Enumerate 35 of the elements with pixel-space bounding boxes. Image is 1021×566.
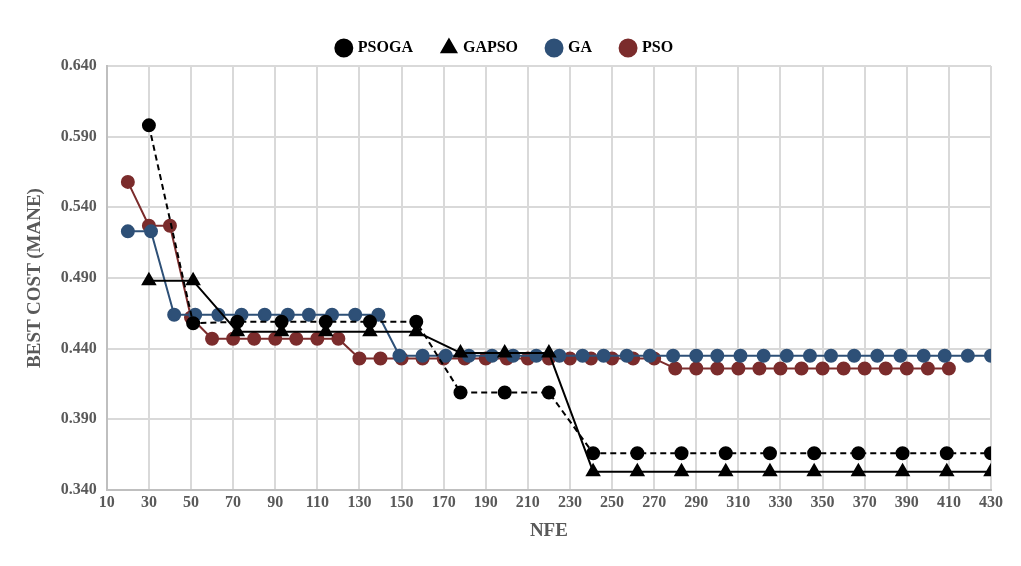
x-tick-label: 110	[305, 492, 329, 510]
x-tick-label: 70	[225, 492, 242, 510]
y-tick-label: 0.640	[60, 56, 97, 74]
legend-label: GA	[568, 38, 593, 56]
y-axis-title: BEST COST (MANE)	[23, 188, 46, 368]
y-tick-label: 0.590	[60, 126, 97, 144]
x-tick-label: 10	[98, 492, 115, 510]
legend-label: PSO	[642, 38, 674, 56]
x-tick-label: 250	[600, 492, 625, 510]
y-tick-label: 0.490	[60, 268, 97, 286]
legend-label: PSOGA	[357, 38, 414, 56]
y-tick-label: 0.390	[60, 409, 97, 427]
x-axis-title: NFE	[529, 518, 568, 540]
x-tick-label: 310	[726, 492, 751, 510]
x-tick-label: 30	[140, 492, 157, 510]
y-tick-label: 0.440	[60, 338, 97, 356]
x-tick-label: 230	[557, 492, 582, 510]
x-tick-label: 410	[936, 492, 961, 510]
x-tick-label: 210	[515, 492, 540, 510]
x-tick-label: 190	[473, 492, 498, 510]
y-tick-label: 0.340	[60, 480, 97, 498]
x-tick-label: 130	[347, 492, 372, 510]
x-tick-label: 90	[267, 492, 284, 510]
x-tick-label: 50	[183, 492, 200, 510]
legend-label: GAPSO	[462, 38, 519, 56]
x-tick-label: 170	[431, 492, 456, 510]
x-tick-label: 270	[642, 492, 667, 510]
x-tick-label: 370	[852, 492, 877, 510]
x-tick-label: 330	[768, 492, 793, 510]
x-tick-label: 430	[979, 492, 1003, 510]
x-tick-label: 350	[810, 492, 835, 510]
y-tick-label: 0.540	[60, 197, 97, 215]
x-tick-label: 390	[894, 492, 919, 510]
x-tick-label: 290	[684, 492, 709, 510]
x-tick-label: 150	[389, 492, 414, 510]
